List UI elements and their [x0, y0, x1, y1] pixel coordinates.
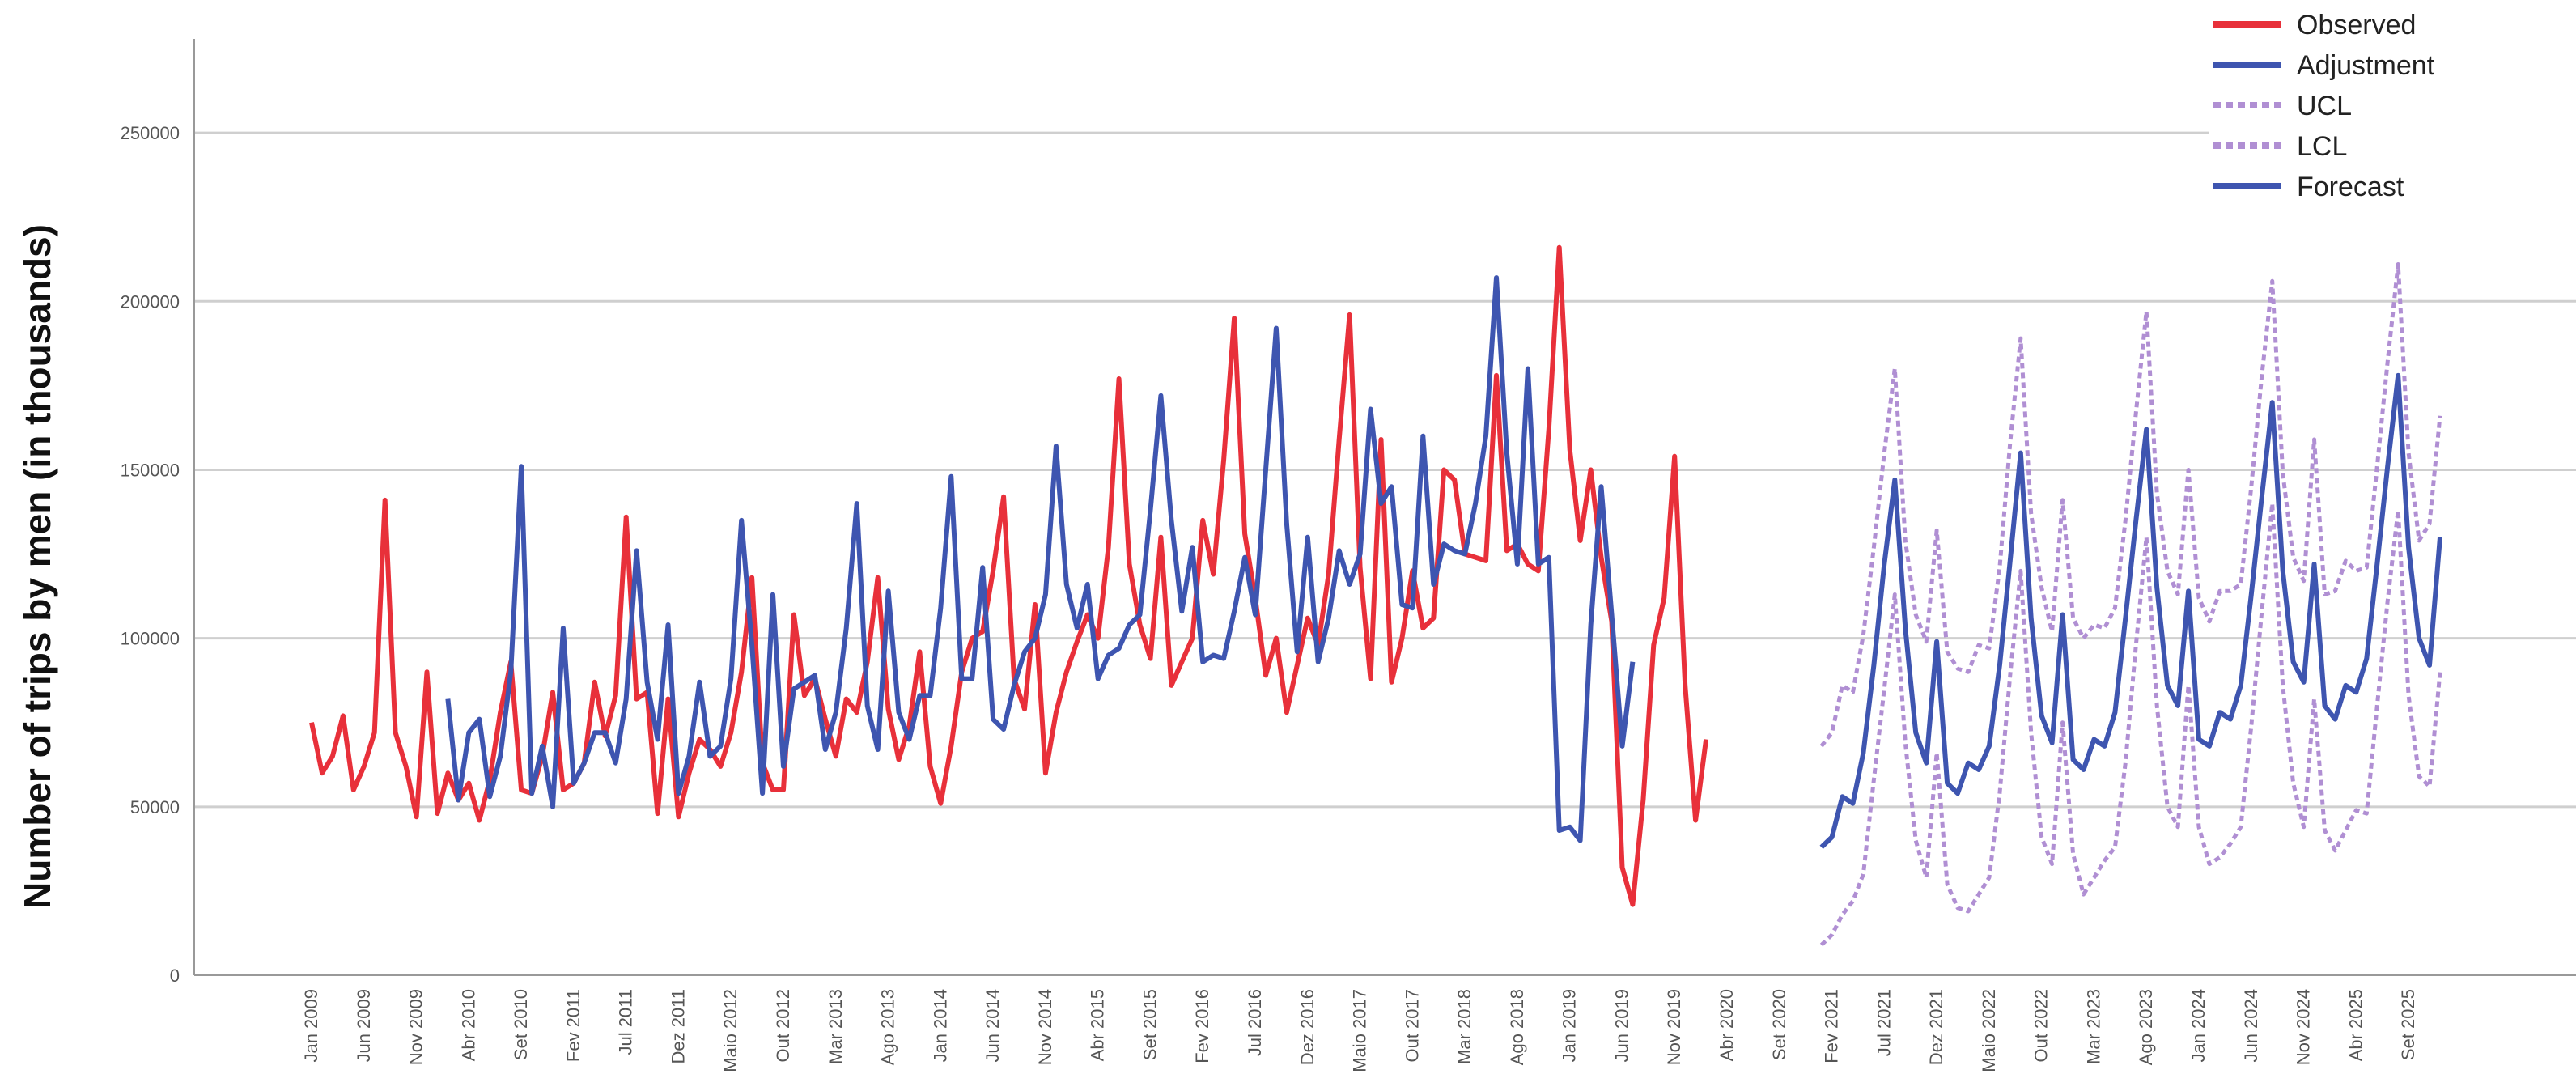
x-tick-label: Abr 2020 — [1717, 989, 1737, 1061]
legend: Observed Adjustment UCL LCL Forecast — [2213, 10, 2435, 202]
y-axis-label: Number of trips by men (in thousands) — [16, 224, 58, 909]
legend-label: LCL — [2297, 131, 2347, 162]
y-tick-label: 100000 — [121, 629, 180, 649]
x-tick-label: Jul 2021 — [1874, 989, 1894, 1056]
x-tick-label: Set 2020 — [1769, 989, 1789, 1060]
x-tick-label: Ago 2013 — [878, 989, 898, 1065]
x-tick-label: Fev 2021 — [1822, 989, 1842, 1063]
x-tick-label: Jul 2011 — [616, 989, 636, 1055]
x-tick-label: Abr 2015 — [1088, 989, 1108, 1061]
x-tick-label: Jan 2014 — [930, 989, 950, 1063]
series-adjustment — [445, 275, 1636, 843]
legend-label: Observed — [2297, 10, 2416, 40]
x-tick-label: Set 2015 — [1139, 989, 1160, 1060]
x-tick-label: Mar 2013 — [825, 989, 846, 1064]
y-tick-labels: 0 50000 100000 150000 200000 250000 — [121, 123, 180, 986]
y-tick-label: 150000 — [121, 460, 180, 480]
x-tick-label: Ago 2018 — [1507, 989, 1527, 1065]
legend-label: UCL — [2297, 91, 2352, 121]
x-tick-label: Dez 2011 — [668, 989, 688, 1064]
x-tick-label: Nov 2014 — [1035, 989, 1055, 1065]
x-tick-label: Dez 2016 — [1297, 989, 1318, 1065]
x-tick-label: Maio 2012 — [720, 989, 741, 1072]
x-tick-label: Jun 2019 — [1611, 989, 1632, 1063]
y-tick-label: 250000 — [121, 123, 180, 143]
x-tick-label: Out 2012 — [773, 989, 793, 1063]
x-tick-label: Mar 2018 — [1454, 989, 1475, 1064]
x-tick-label: Abr 2010 — [458, 989, 478, 1061]
x-tick-label: Jun 2009 — [354, 989, 374, 1063]
legend-label: Adjustment — [2297, 50, 2435, 81]
x-tick-label: Ago 2023 — [2136, 989, 2156, 1065]
x-tick-label: Mar 2023 — [2083, 989, 2103, 1064]
x-tick-labels: Jan 2009 Jun 2009 Nov 2009 Abr 2010 Set 2010… — [301, 989, 2418, 1072]
y-tick-label: 0 — [170, 966, 180, 986]
x-tick-label: Out 2022 — [2031, 989, 2052, 1063]
x-tick-label: Jan 2024 — [2188, 989, 2209, 1063]
x-tick-label: Fev 2016 — [1192, 989, 1212, 1063]
x-tick-label: Nov 2019 — [1664, 989, 1684, 1065]
series-ucl — [1819, 262, 2442, 748]
x-tick-label: Fev 2011 — [563, 989, 584, 1062]
x-tick-label: Jun 2014 — [982, 989, 1003, 1063]
y-tick-label: 200000 — [121, 291, 180, 312]
legend-label: Forecast — [2297, 172, 2404, 202]
x-tick-label: Jan 2019 — [1560, 989, 1580, 1063]
x-tick-label: Set 2025 — [2398, 989, 2418, 1060]
series-lines — [309, 244, 2442, 947]
x-tick-label: Out 2017 — [1402, 989, 1422, 1063]
y-tick-label: 50000 — [130, 797, 180, 817]
x-tick-label: Abr 2025 — [2345, 989, 2366, 1061]
x-tick-label: Jun 2024 — [2241, 989, 2261, 1063]
x-tick-label: Nov 2024 — [2294, 989, 2314, 1065]
x-tick-label: Dez 2021 — [1926, 989, 1946, 1065]
x-tick-label: Jan 2009 — [301, 989, 321, 1063]
x-tick-label: Maio 2017 — [1350, 989, 1370, 1072]
series-lcl — [1819, 501, 2442, 947]
series-forecast — [1819, 372, 2442, 849]
x-tick-label: Nov 2009 — [406, 989, 427, 1065]
x-tick-label: Maio 2022 — [1979, 989, 1999, 1072]
x-tick-label: Jul 2016 — [1245, 989, 1265, 1056]
x-tick-label: Set 2010 — [511, 989, 531, 1060]
